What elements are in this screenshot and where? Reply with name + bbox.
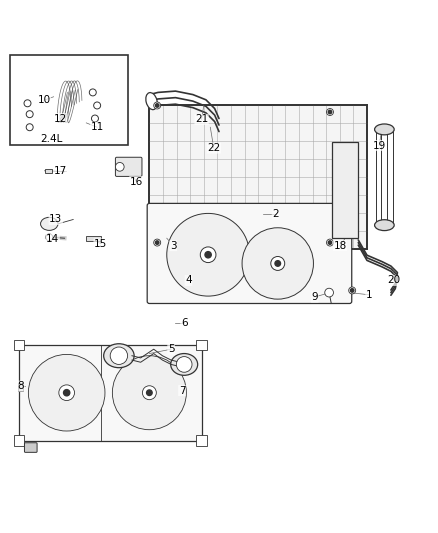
Text: 22: 22 (207, 143, 220, 153)
Circle shape (242, 228, 314, 299)
FancyBboxPatch shape (116, 157, 142, 176)
Bar (14, 435, 24, 446)
Text: 19: 19 (373, 141, 386, 150)
Text: 4: 4 (185, 276, 192, 286)
Bar (45, 169, 52, 173)
Bar (10, 55, 127, 144)
Circle shape (205, 252, 211, 258)
FancyBboxPatch shape (147, 204, 352, 303)
Bar (14, 340, 24, 350)
Circle shape (326, 239, 333, 246)
Circle shape (154, 239, 161, 246)
Circle shape (64, 390, 70, 396)
Bar (332, 142, 358, 238)
Ellipse shape (171, 353, 198, 375)
Bar (149, 106, 367, 249)
Circle shape (116, 163, 124, 171)
Text: 14: 14 (46, 234, 60, 244)
Text: 2.4L: 2.4L (41, 134, 63, 143)
Circle shape (200, 247, 216, 263)
Text: 6: 6 (181, 318, 187, 328)
Circle shape (177, 357, 192, 372)
Text: 9: 9 (311, 292, 318, 302)
Ellipse shape (41, 217, 58, 230)
Text: 5: 5 (168, 344, 174, 354)
Circle shape (59, 385, 74, 400)
Text: 3: 3 (170, 240, 177, 251)
Bar (18, 383, 23, 391)
Text: 1: 1 (366, 290, 372, 300)
Bar (19, 345, 201, 441)
Ellipse shape (146, 93, 157, 110)
Circle shape (328, 241, 332, 244)
Circle shape (325, 288, 333, 297)
Ellipse shape (374, 220, 394, 231)
Text: 15: 15 (94, 239, 107, 249)
Text: 7: 7 (179, 385, 185, 395)
FancyBboxPatch shape (25, 443, 37, 453)
Circle shape (155, 104, 159, 107)
Circle shape (167, 213, 250, 296)
Text: 10: 10 (38, 95, 51, 105)
Bar (196, 340, 207, 350)
Ellipse shape (374, 124, 394, 135)
Text: 8: 8 (18, 381, 24, 391)
Circle shape (154, 102, 161, 109)
Bar (196, 435, 207, 446)
Text: 2: 2 (272, 209, 279, 219)
Bar (86, 236, 102, 241)
Circle shape (110, 347, 127, 365)
Text: 17: 17 (53, 166, 67, 176)
Text: 12: 12 (53, 114, 67, 124)
Text: 11: 11 (91, 122, 104, 132)
Circle shape (46, 234, 53, 241)
Circle shape (147, 390, 152, 395)
Circle shape (142, 386, 156, 400)
Circle shape (349, 287, 356, 294)
Circle shape (113, 356, 186, 430)
Ellipse shape (104, 344, 134, 368)
Circle shape (350, 289, 354, 292)
Circle shape (275, 261, 281, 266)
Circle shape (155, 241, 159, 244)
Circle shape (271, 256, 285, 270)
Text: 18: 18 (333, 240, 346, 251)
Text: 20: 20 (387, 276, 400, 286)
Circle shape (328, 110, 332, 114)
Text: 13: 13 (49, 214, 63, 224)
Text: 21: 21 (195, 115, 208, 124)
Text: 16: 16 (130, 176, 143, 187)
Circle shape (326, 109, 333, 116)
Circle shape (28, 354, 105, 431)
